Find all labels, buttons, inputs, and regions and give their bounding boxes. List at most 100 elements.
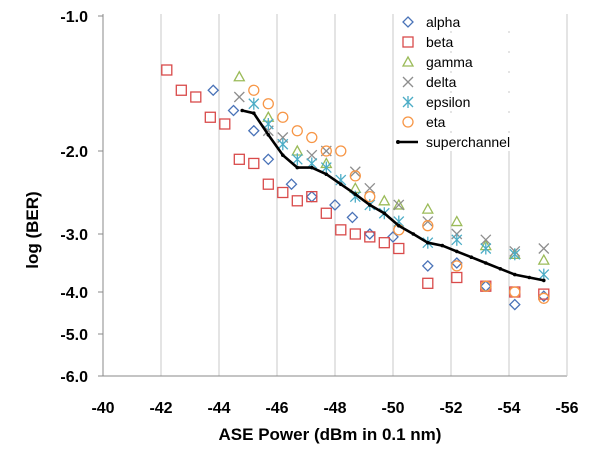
data-point: [364, 182, 376, 194]
legend-swatch: [401, 55, 415, 67]
data-point: [368, 203, 372, 207]
data-point: [277, 138, 289, 151]
legend-item-beta: beta: [394, 33, 544, 51]
data-point: [204, 111, 216, 123]
y-tick-label: -5.0: [60, 327, 88, 344]
data-point: [291, 153, 303, 166]
data-point: [227, 104, 240, 117]
x-tick-label: -42: [149, 400, 172, 417]
data-point: [266, 133, 271, 137]
data-point: [248, 157, 260, 170]
data-point: [161, 64, 173, 76]
legend-label: alpha: [426, 14, 460, 30]
data-point: [324, 172, 329, 177]
x-tick-label: -46: [265, 400, 288, 417]
legend-background: [394, 33, 544, 51]
data-point: [421, 202, 434, 214]
series-layer: [161, 64, 550, 311]
legend-layer: alpha beta gamma delta epsilon eta superchanne…: [394, 13, 544, 151]
series-alpha: [207, 84, 550, 311]
legend-swatch: [402, 36, 414, 48]
legend-label: superchannel: [426, 134, 510, 150]
data-point: [451, 271, 463, 284]
data-point: [262, 153, 275, 166]
x-tick-label: -50: [381, 400, 404, 417]
data-point: [421, 259, 434, 272]
data-point: [426, 240, 430, 245]
data-point: [353, 192, 358, 196]
legend-background: [394, 53, 544, 71]
legend-label: beta: [426, 34, 453, 50]
data-point: [387, 230, 399, 243]
x-tick-label: -54: [497, 400, 520, 417]
x-tick-label: -52: [439, 400, 462, 417]
data-point: [335, 224, 347, 236]
y-tick-label: -4.0: [60, 285, 88, 302]
legend-background: [394, 73, 544, 91]
data-point: [277, 186, 289, 199]
data-point: [455, 249, 459, 254]
data-point: [422, 220, 434, 232]
data-point: [262, 178, 274, 190]
legend-label: gamma: [426, 54, 473, 70]
data-point: [450, 257, 463, 269]
data-point: [190, 91, 202, 103]
legend-swatch-dot: [396, 140, 400, 144]
axis-layer: -40 -42 -44 -46 -48 -50 -52 -54 -56 -1.0 -2.0 -3.0 -…: [60, 9, 578, 417]
legend-swatch: [402, 96, 414, 108]
data-point: [451, 233, 463, 246]
data-point: [422, 277, 434, 289]
data-point: [508, 298, 521, 311]
data-point: [320, 145, 332, 157]
data-point: [346, 211, 359, 224]
data-point: [364, 190, 376, 203]
data-point: [364, 231, 376, 243]
data-point: [277, 111, 289, 123]
y-tick-label: -6.0: [60, 369, 88, 386]
data-point: [450, 215, 463, 227]
data-point: [513, 272, 517, 277]
data-point: [252, 111, 256, 115]
legend-swatch: [402, 76, 414, 88]
y-axis-title: log (BER): [23, 191, 42, 268]
legend-item-gamma: gamma: [394, 53, 544, 71]
data-point: [392, 198, 405, 210]
data-point: [295, 165, 300, 170]
legend-swatch: [402, 116, 414, 128]
data-point: [248, 97, 260, 110]
data-point: [498, 267, 503, 271]
x-tick-label: -56: [555, 400, 578, 417]
data-point: [349, 166, 361, 178]
data-point: [285, 178, 298, 191]
legend-item-delta: delta: [394, 73, 544, 91]
series-superchannel: [240, 108, 546, 283]
legend-item-eta: eta: [394, 113, 544, 131]
x-tick-label: -44: [207, 400, 230, 417]
data-point: [329, 199, 341, 211]
legend-background: [394, 133, 544, 151]
data-point: [509, 286, 521, 298]
data-point: [397, 223, 401, 228]
data-point: [248, 84, 260, 96]
data-point: [281, 153, 285, 157]
data-point: [537, 253, 550, 265]
y-tick-label: -1.0: [60, 9, 88, 26]
series-eta: [248, 84, 550, 304]
data-point: [538, 243, 550, 254]
data-point: [480, 242, 492, 255]
data-point: [175, 84, 187, 96]
legend-background: [394, 93, 544, 111]
y-tick-label: -3.0: [60, 227, 88, 244]
data-point: [469, 255, 474, 259]
data-point: [291, 125, 303, 137]
y-tick-label: -2.0: [60, 144, 88, 161]
data-point: [363, 228, 376, 240]
data-point: [320, 207, 332, 219]
data-point: [422, 216, 434, 228]
data-point: [480, 280, 492, 292]
legend-label: epsilon: [426, 94, 470, 110]
data-point: [509, 248, 521, 261]
legend-item-epsilon: epsilon: [394, 93, 544, 111]
